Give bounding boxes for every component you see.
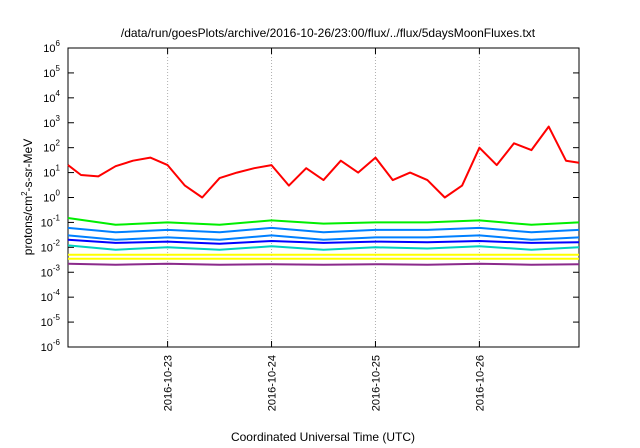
x-tick-label: 2016-10-23 — [163, 355, 175, 411]
y-tick-base: 10 — [41, 267, 53, 279]
series-3-line-0 — [67, 244, 580, 251]
y-axis: 10-610-510-410-310-210-11001011021031041… — [41, 39, 579, 354]
series-1-line-0 — [67, 217, 580, 226]
y-tick-label: 103 — [43, 114, 60, 130]
y-tick-label: 10-5 — [41, 313, 61, 329]
x-tick-label: 2016-10-26 — [474, 355, 486, 411]
y-tick-label: 10-1 — [41, 213, 61, 229]
y-tick-label: 106 — [43, 39, 60, 55]
y-tick-exponent: 3 — [56, 114, 61, 123]
y-tick-exponent: 0 — [56, 189, 61, 198]
y-tick-exponent: -4 — [53, 288, 61, 297]
y-tick-base: 10 — [41, 242, 53, 254]
y-tick-base: 10 — [43, 118, 55, 130]
y-tick-base: 10 — [43, 193, 55, 205]
y-tick-base: 10 — [43, 68, 55, 80]
x-tick-label: 2016-10-24 — [267, 355, 279, 411]
y-axis-label-part1: protons/cm — [21, 196, 35, 255]
y-tick-base: 10 — [43, 43, 55, 55]
y-tick-exponent: -6 — [53, 338, 61, 347]
y-axis-label-part2: -s-sr-MeV — [21, 139, 35, 192]
y-tick-exponent: 6 — [56, 39, 61, 48]
y-axis-label-sup: 2 — [20, 191, 29, 196]
y-tick-label: 104 — [43, 89, 60, 105]
y-tick-exponent: 5 — [56, 64, 61, 73]
x-axis: 2016-10-23 2016-10-24 2016-10-25 2016-10-26 — [163, 48, 486, 411]
y-tick-label: 10-2 — [41, 238, 61, 254]
y-tick-base: 10 — [43, 93, 55, 105]
y-tick-exponent: 1 — [56, 164, 61, 173]
y-tick-label: 100 — [43, 189, 60, 205]
y-tick-base: 10 — [41, 342, 53, 354]
y-tick-label: 101 — [43, 164, 60, 180]
y-axis-label: protons/cm2-s-sr-MeV — [20, 139, 35, 255]
series-2-line-0 — [67, 226, 580, 234]
series-lines — [67, 125, 580, 266]
series-6-line-0 — [67, 262, 580, 266]
gridlines — [167, 48, 480, 347]
y-tick-label: 102 — [43, 139, 60, 155]
y-tick-exponent: -2 — [53, 238, 61, 247]
chart-title: /data/run/goesPlots/archive/2016-10-26/2… — [121, 26, 536, 40]
series-4-line-0 — [67, 238, 580, 245]
y-tick-base: 10 — [43, 143, 55, 155]
y-tick-label: 10-4 — [41, 288, 61, 304]
y-tick-base: 10 — [41, 292, 53, 304]
y-tick-exponent: -3 — [53, 263, 61, 272]
y-tick-exponent: -1 — [53, 213, 61, 222]
y-tick-label: 10-3 — [41, 263, 61, 279]
y-tick-exponent: 4 — [56, 89, 61, 98]
plot-frame — [67, 47, 580, 348]
y-tick-label: 105 — [43, 64, 60, 80]
series-0-line-0 — [67, 125, 580, 199]
y-tick-base: 10 — [43, 168, 55, 180]
y-tick-base: 10 — [41, 217, 53, 229]
y-tick-exponent: -5 — [53, 313, 61, 322]
x-axis-label: Coordinated Universal Time (UTC) — [231, 430, 415, 444]
y-tick-label: 10-6 — [41, 338, 61, 354]
series-2-line-1 — [67, 234, 580, 241]
y-tick-base: 10 — [41, 317, 53, 329]
x-tick-label: 2016-10-25 — [370, 355, 382, 411]
y-tick-exponent: 2 — [56, 139, 61, 148]
